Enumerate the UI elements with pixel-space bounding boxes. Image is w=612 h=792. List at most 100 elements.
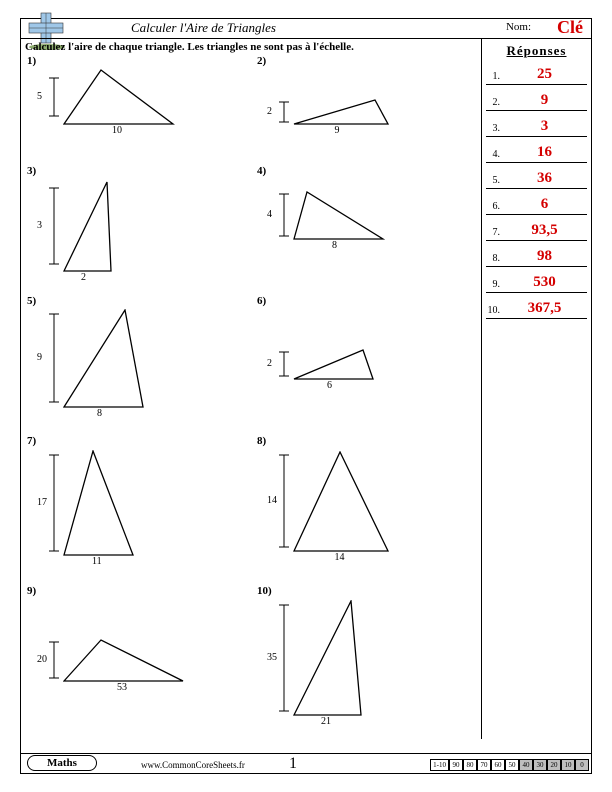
problem-number: 2): [257, 55, 266, 67]
score-cell: 60: [491, 759, 505, 771]
problem-number: 1): [27, 55, 36, 67]
answer-num: 3.: [486, 123, 502, 136]
height-bracket: [279, 101, 289, 123]
score-cell: 50: [505, 759, 519, 771]
answer-value: 530: [502, 274, 587, 292]
instruction: Calculez l'aire de chaque triangle. Les …: [25, 41, 354, 53]
answer-value: 16: [502, 144, 587, 162]
score-cell: 40: [519, 759, 533, 771]
height-bracket: [49, 641, 59, 679]
header: Calculer l'Aire de Triangles Nom: Clé: [21, 19, 591, 39]
triangle: [293, 600, 363, 717]
triangle: [293, 99, 390, 126]
height-label: 2: [267, 358, 272, 369]
problem-number: 4): [257, 165, 266, 177]
problem: 10)3521: [251, 585, 471, 721]
answer-row: 7.93,5: [486, 215, 587, 241]
problem: 5)98: [21, 295, 241, 413]
answer-value: 25: [502, 66, 587, 84]
triangle: [63, 450, 135, 557]
answer-num: 10.: [486, 305, 502, 318]
score-cell: 0: [575, 759, 589, 771]
answer-num: 8.: [486, 253, 502, 266]
height-label: 35: [267, 652, 277, 663]
base-label: 6: [327, 380, 332, 391]
answers-column: Réponses 1.252.93.34.165.366.67.93,58.98…: [481, 39, 591, 739]
height-bracket: [279, 351, 289, 377]
answer-row: 1.25: [486, 59, 587, 85]
answer-row: 10.367,5: [486, 293, 587, 319]
problem: 1)510: [21, 55, 241, 130]
answer-value: 36: [502, 170, 587, 188]
answer-num: 2.: [486, 97, 502, 110]
answer-value: 98: [502, 248, 587, 266]
answer-row: 2.9: [486, 85, 587, 111]
problem: 2)29: [251, 55, 471, 130]
problem-number: 8): [257, 435, 266, 447]
height-bracket: [49, 187, 59, 265]
base-label: 8: [97, 408, 102, 419]
answer-row: 3.3: [486, 111, 587, 137]
base-label: 10: [112, 125, 122, 136]
worksheet-page: Calculer l'Aire de Triangles Nom: Clé Ca…: [20, 18, 592, 774]
answer-value: 3: [502, 118, 587, 136]
score-range-label: 1-10: [430, 759, 449, 771]
answer-row: 6.6: [486, 189, 587, 215]
triangle: [293, 451, 390, 553]
answer-row: 8.98: [486, 241, 587, 267]
score-cell: 30: [533, 759, 547, 771]
answer-value: 6: [502, 196, 587, 214]
score-cell: 10: [561, 759, 575, 771]
subject-pill: Maths: [27, 755, 97, 771]
base-label: 11: [92, 556, 102, 567]
answer-num: 6.: [486, 201, 502, 214]
problem: 6)26: [251, 295, 471, 385]
height-bracket: [279, 454, 289, 548]
problem: 8)1414: [251, 435, 471, 557]
base-label: 21: [321, 716, 331, 727]
problem-number: 5): [27, 295, 36, 307]
answer-row: 5.36: [486, 163, 587, 189]
triangle: [293, 191, 385, 241]
score-cell: 90: [449, 759, 463, 771]
height-label: 20: [37, 654, 47, 665]
height-bracket: [279, 604, 289, 712]
problem-number: 7): [27, 435, 36, 447]
answer-num: 9.: [486, 279, 502, 292]
base-label: 2: [81, 272, 86, 283]
height-label: 5: [37, 91, 42, 102]
problem-number: 9): [27, 585, 36, 597]
base-label: 8: [332, 240, 337, 251]
triangle: [63, 309, 145, 409]
base-label: 14: [335, 552, 345, 563]
answer-row: 4.16: [486, 137, 587, 163]
problem-number: 6): [257, 295, 266, 307]
answer-value: 93,5: [502, 222, 587, 240]
triangle: [63, 639, 185, 683]
height-label: 14: [267, 495, 277, 506]
page-title: Calculer l'Aire de Triangles: [131, 20, 276, 36]
height-bracket: [279, 193, 289, 237]
height-label: 2: [267, 106, 272, 117]
height-bracket: [49, 454, 59, 552]
problem: 9)2053: [21, 585, 241, 687]
site-url: www.CommonCoreSheets.fr: [141, 760, 245, 770]
answer-value: 367,5: [502, 300, 587, 318]
base-label: 9: [335, 125, 340, 136]
problem-number: 3): [27, 165, 36, 177]
triangle: [293, 349, 375, 381]
height-label: 17: [37, 497, 47, 508]
score-cell: 70: [477, 759, 491, 771]
answer-row: 9.530: [486, 267, 587, 293]
height-bracket: [49, 313, 59, 403]
score-strip: 1-109080706050403020100: [430, 759, 589, 771]
problem: 7)1711: [21, 435, 241, 561]
score-cell: 80: [463, 759, 477, 771]
problem-number: 10): [257, 585, 272, 597]
footer: Maths www.CommonCoreSheets.fr 1 1-109080…: [21, 753, 591, 773]
height-bracket: [49, 77, 59, 117]
answer-num: 1.: [486, 71, 502, 84]
name-label: Nom:: [506, 21, 531, 33]
base-label: 53: [117, 682, 127, 693]
answer-num: 7.: [486, 227, 502, 240]
